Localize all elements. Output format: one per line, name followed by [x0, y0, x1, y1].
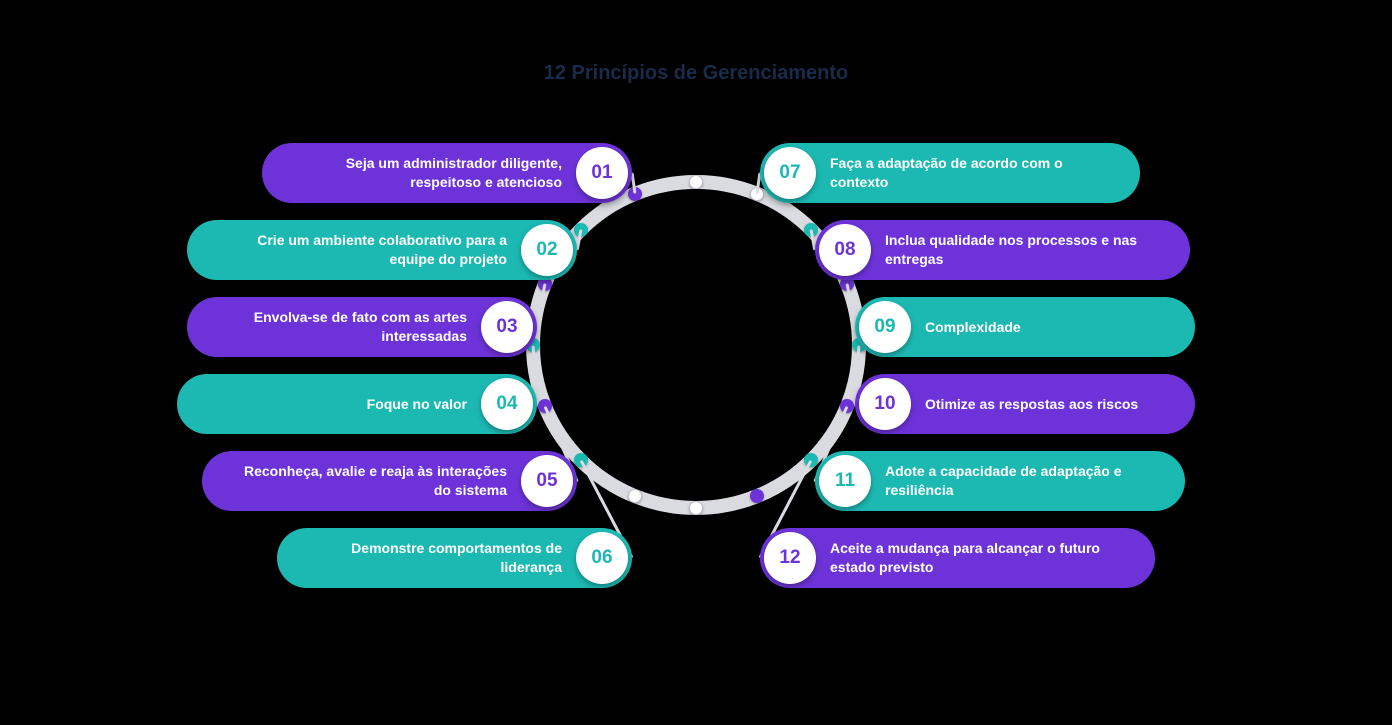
principle-number: 02 — [521, 224, 573, 276]
principle-text: Inclua qualidade nos processos e nas ent… — [885, 231, 1168, 269]
principle-pill-01: Seja um administrador diligente, respeit… — [262, 143, 632, 203]
principle-number: 12 — [764, 532, 816, 584]
principle-pill-05: Reconheça, avalie e reaja às interações … — [202, 451, 577, 511]
principle-text: Complexidade — [925, 318, 1021, 337]
ring-dot — [750, 489, 764, 503]
diagram-title: 12 Princípios de Gerenciamento — [544, 62, 849, 85]
principle-pill-11: Adote a capacidade de adaptação e resili… — [815, 451, 1185, 511]
principle-number: 07 — [764, 147, 816, 199]
principle-text: Foque no valor — [367, 395, 467, 414]
principle-number: 11 — [819, 455, 871, 507]
principle-text: Crie um ambiente colaborativo para a equ… — [209, 231, 507, 269]
principle-text: Reconheça, avalie e reaja às interações … — [224, 462, 507, 500]
principle-pill-06: Demonstre comportamentos de liderança 06 — [277, 528, 632, 588]
principle-number: 04 — [481, 378, 533, 430]
principle-number: 08 — [819, 224, 871, 276]
ring-dot — [689, 501, 703, 515]
principle-pill-04: Foque no valor 04 — [177, 374, 537, 434]
principle-number: 03 — [481, 301, 533, 353]
principle-pill-09: Complexidade 09 — [855, 297, 1195, 357]
principle-number: 01 — [576, 147, 628, 199]
principle-text: Seja um administrador diligente, respeit… — [284, 154, 562, 192]
principle-pill-07: Faça a adaptação de acordo com o context… — [760, 143, 1140, 203]
principle-text: Faça a adaptação de acordo com o context… — [830, 154, 1118, 192]
principle-text: Otimize as respostas aos riscos — [925, 395, 1138, 414]
principle-pill-08: Inclua qualidade nos processos e nas ent… — [815, 220, 1190, 280]
principle-number: 09 — [859, 301, 911, 353]
ring-dot — [689, 175, 703, 189]
principle-number: 10 — [859, 378, 911, 430]
principle-text: Aceite a mudança para alcançar o futuro … — [830, 539, 1133, 577]
ring-dot — [628, 489, 642, 503]
principle-number: 05 — [521, 455, 573, 507]
principle-pill-12: Aceite a mudança para alcançar o futuro … — [760, 528, 1155, 588]
principle-pill-03: Envolva-se de fato com as artes interess… — [187, 297, 537, 357]
principle-number: 06 — [576, 532, 628, 584]
principle-pill-10: Otimize as respostas aos riscos 10 — [855, 374, 1195, 434]
principle-text: Envolva-se de fato com as artes interess… — [209, 308, 467, 346]
principle-pill-02: Crie um ambiente colaborativo para a equ… — [187, 220, 577, 280]
principle-text: Adote a capacidade de adaptação e resili… — [885, 462, 1163, 500]
principle-text: Demonstre comportamentos de liderança — [299, 539, 562, 577]
